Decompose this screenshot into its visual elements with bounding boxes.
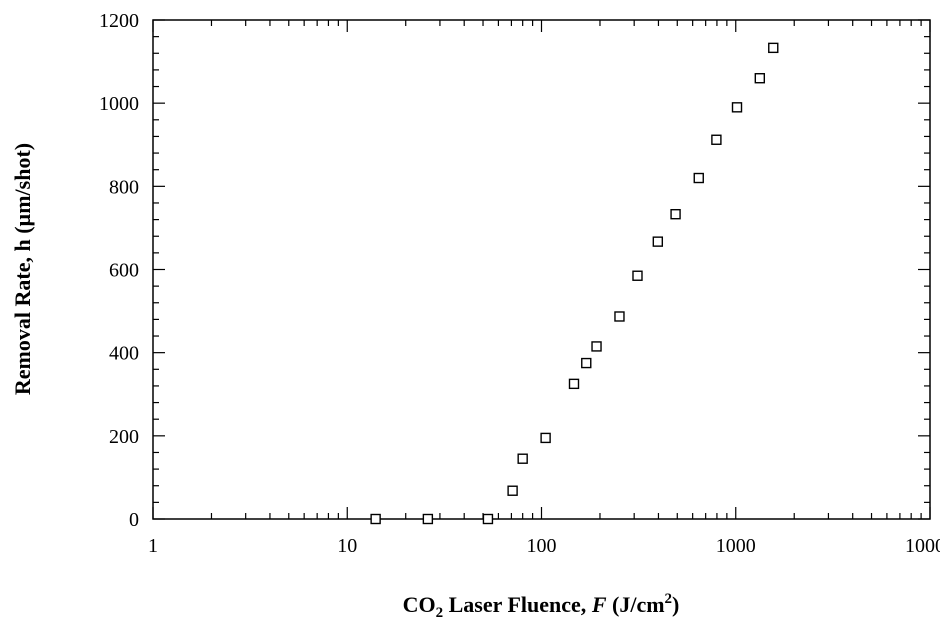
y-tick-label: 1000 — [99, 93, 139, 115]
data-point — [370, 513, 381, 525]
data-point — [482, 513, 494, 525]
data-point — [711, 134, 722, 145]
data-point — [754, 73, 766, 84]
plot-frame — [152, 19, 931, 520]
y-tick-label: 600 — [109, 260, 139, 282]
y-tick-label: 800 — [109, 176, 139, 198]
data-point — [670, 208, 681, 220]
data-point — [632, 270, 643, 281]
data-point — [652, 236, 664, 247]
x-tick-label: 1000 — [716, 535, 756, 557]
data-point — [731, 102, 743, 113]
data-point — [422, 513, 434, 525]
data-point — [540, 432, 551, 444]
data-point — [568, 378, 580, 390]
data-point — [591, 341, 602, 352]
data-point — [693, 172, 704, 184]
x-axis-title: CO2 Laser Fluence, F (J/cm2) — [403, 591, 680, 621]
y-tick-label: 200 — [109, 426, 139, 448]
x-tick-label: 10 — [337, 535, 357, 557]
x-tick-label: 100 — [527, 535, 557, 557]
data-point — [614, 311, 625, 322]
x-tick-label: 1 — [148, 535, 158, 557]
data-point — [507, 485, 518, 496]
data-point — [517, 453, 528, 464]
y-axis-title: Removal Rate, h (µm/shot) — [10, 143, 35, 395]
data-point — [581, 357, 592, 369]
axis-ticks — [152, 19, 931, 520]
data-points — [370, 42, 779, 525]
y-tick-label: 1200 — [99, 10, 139, 32]
data-point — [768, 42, 779, 54]
y-tick-label: 400 — [109, 343, 139, 365]
y-tick-label: 0 — [129, 509, 139, 531]
